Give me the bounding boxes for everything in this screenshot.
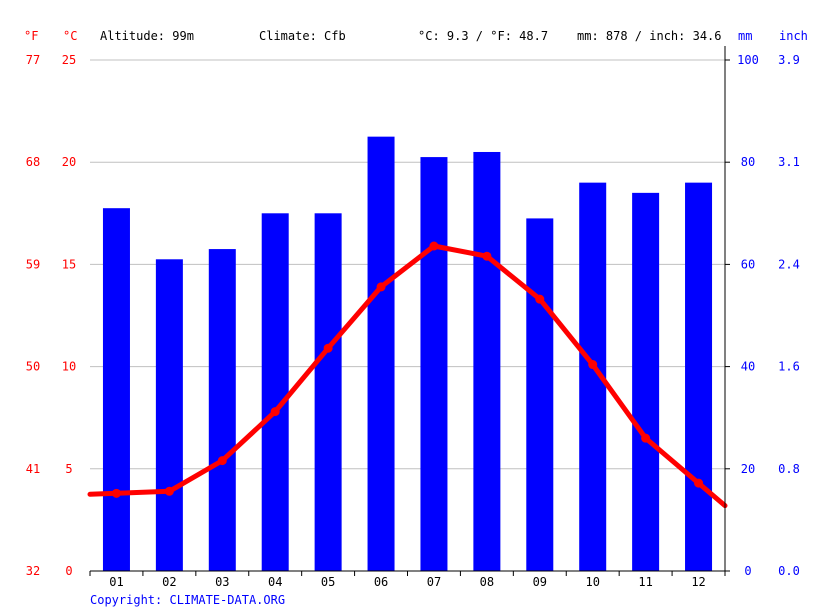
temperature-point <box>111 488 121 498</box>
month-tick-label: 06 <box>374 575 388 589</box>
temperature-point <box>217 456 227 466</box>
month-tick-label: 04 <box>268 575 282 589</box>
precipitation-bar <box>473 151 501 572</box>
fahrenheit-unit-label: °F <box>24 29 38 43</box>
fahrenheit-tick-label: 41 <box>26 462 40 476</box>
fahrenheit-tick-label: 50 <box>26 360 40 374</box>
celsius-tick-label: 5 <box>65 462 72 476</box>
precipitation-bar <box>685 182 713 571</box>
mm-tick-label: 60 <box>741 257 755 271</box>
celsius-unit-label: °C <box>63 29 77 43</box>
mm-tick-label: 100 <box>737 53 759 67</box>
month-tick-label: 02 <box>162 575 176 589</box>
temperature-line-path <box>87 243 728 509</box>
month-tick-label: 01 <box>109 575 123 589</box>
temperature-point <box>429 241 439 251</box>
month-tick-label: 07 <box>427 575 441 589</box>
precipitation-bar <box>261 213 289 572</box>
precipitation-bar <box>367 136 395 571</box>
celsius-tick-label: 25 <box>62 53 76 67</box>
precipitation-bar <box>208 249 236 571</box>
mm-tick-label: 40 <box>741 360 755 374</box>
precipitation-bar <box>102 208 130 571</box>
copyright-text: Copyright: CLIMATE-DATA.ORG <box>90 593 285 607</box>
fahrenheit-tick-label: 77 <box>26 53 40 67</box>
precipitation-bars <box>102 136 713 572</box>
celsius-tick-label: 20 <box>62 155 76 169</box>
celsius-tick-label: 10 <box>62 360 76 374</box>
precipitation-bar <box>526 218 554 571</box>
month-tick-label: 08 <box>480 575 494 589</box>
precipitation-bar <box>632 192 660 572</box>
temperature-point <box>588 360 598 370</box>
temperature-point <box>270 407 280 417</box>
fahrenheit-tick-label: 32 <box>26 564 40 578</box>
inch-unit-label: inch <box>779 29 808 43</box>
mm-tick-label: 20 <box>741 462 755 476</box>
precipitation-bar <box>155 259 183 571</box>
month-tick-label: 03 <box>215 575 229 589</box>
inch-tick-label: 3.9 <box>778 53 800 67</box>
temperature-point <box>641 433 651 443</box>
precipitation-bar <box>314 213 342 572</box>
temperature-point <box>164 486 174 496</box>
temperature-point <box>694 478 704 488</box>
temperature-point <box>482 251 492 261</box>
fahrenheit-tick-label: 59 <box>26 257 40 271</box>
celsius-tick-label: 0 <box>65 564 72 578</box>
temperature-point <box>323 343 333 353</box>
precipitation-bar <box>420 157 448 571</box>
temperature-point <box>535 294 545 304</box>
mm-unit-label: mm <box>738 29 752 43</box>
temperature-point <box>376 282 386 292</box>
climate-label: Climate: Cfb <box>259 29 346 43</box>
month-tick-label: 11 <box>638 575 652 589</box>
month-tick-label: 12 <box>691 575 705 589</box>
inch-tick-label: 2.4 <box>778 257 800 271</box>
inch-tick-label: 0.0 <box>778 564 800 578</box>
average-temperature-label: °C: 9.3 / °F: 48.7 <box>418 29 548 43</box>
inch-tick-label: 1.6 <box>778 360 800 374</box>
temperature-line <box>87 241 728 509</box>
inch-tick-label: 3.1 <box>778 155 800 169</box>
month-tick-label: 05 <box>321 575 335 589</box>
celsius-tick-label: 15 <box>62 257 76 271</box>
mm-tick-label: 80 <box>741 155 755 169</box>
inch-tick-label: 0.8 <box>778 462 800 476</box>
total-precipitation-label: mm: 878 / inch: 34.6 <box>577 29 722 43</box>
fahrenheit-tick-label: 68 <box>26 155 40 169</box>
mm-tick-label: 0 <box>744 564 751 578</box>
month-tick-label: 09 <box>533 575 547 589</box>
month-tick-label: 10 <box>585 575 599 589</box>
axes: 32 0 0 0.0 41 5 20 0.8 50 10 40 1.6 59 15 60 2.4 68 20 80 3… <box>26 46 800 589</box>
altitude-label: Altitude: 99m <box>100 29 194 43</box>
